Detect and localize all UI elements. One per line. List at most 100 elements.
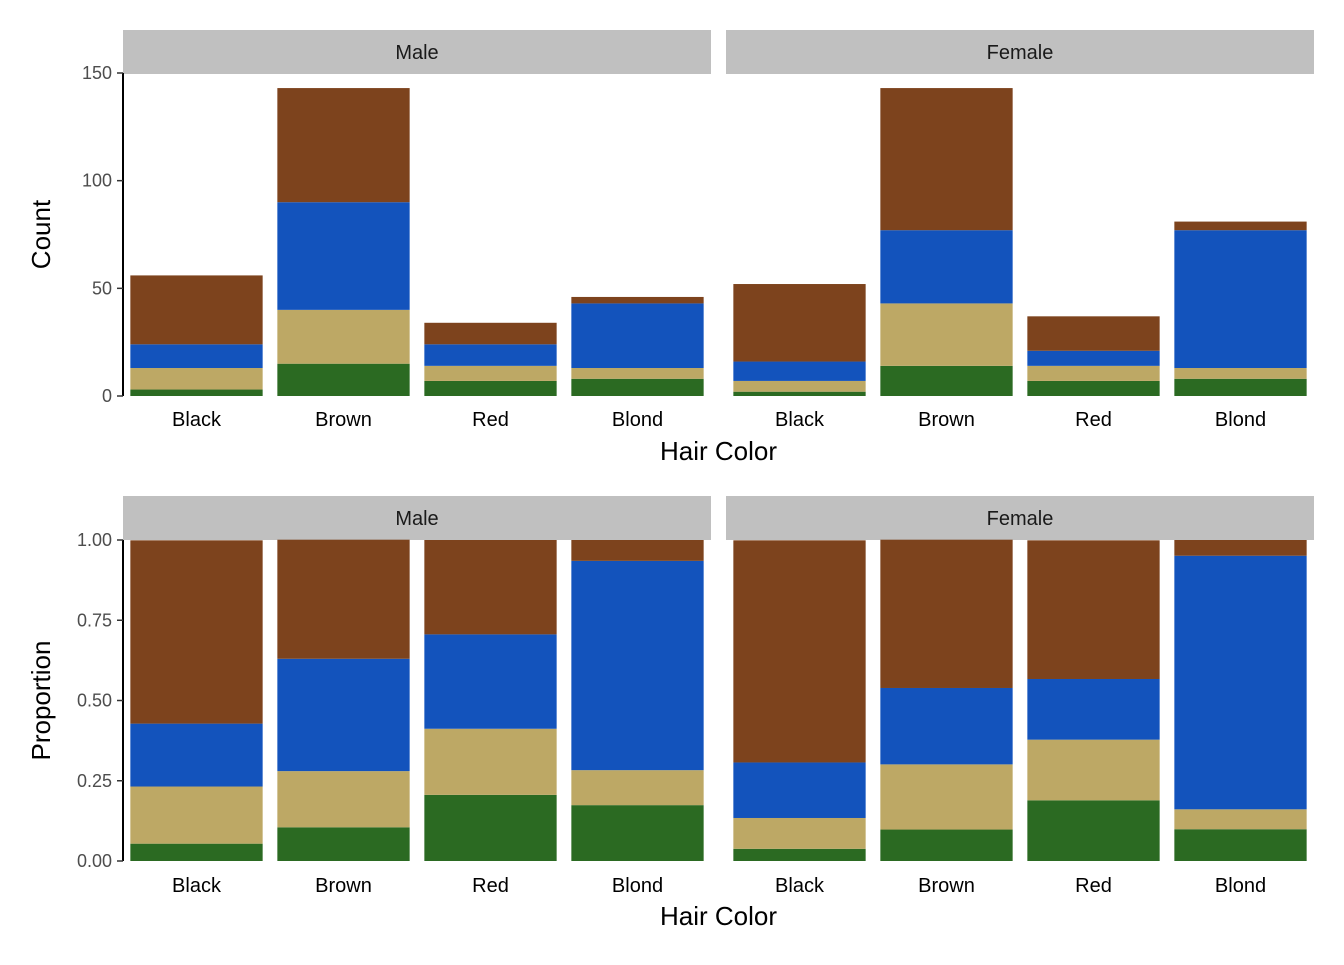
bar-black-green [733, 848, 866, 861]
bar-red-blue [1027, 350, 1160, 366]
bar-blond-green [571, 378, 704, 396]
bar-red-green [1027, 380, 1160, 396]
bar-blond-blue [571, 303, 704, 369]
x-tick-label: Blond [1215, 409, 1266, 431]
bar-brown-green [880, 829, 1013, 861]
x-axis-title: Hair Color [660, 901, 777, 931]
bar-black-brown [733, 540, 866, 763]
bar-black-hazel [130, 368, 263, 390]
bar-blond-green [571, 805, 704, 861]
bar-black-blue [733, 762, 866, 818]
facet-strip [123, 30, 711, 74]
bar-black-brown [733, 284, 866, 362]
bar-blond-blue [1174, 230, 1307, 369]
x-tick-label: Black [172, 875, 222, 897]
bar-brown-green [277, 827, 410, 861]
y-tick-label: 0.25 [77, 771, 112, 791]
x-tick-label: Blond [612, 875, 663, 897]
bar-brown-hazel [880, 764, 1013, 830]
x-tick-label: Brown [315, 409, 372, 431]
y-tick-label: 0.00 [77, 851, 112, 871]
bar-red-hazel [1027, 739, 1160, 801]
bar-brown-green [880, 365, 1013, 396]
bar-blond-brown [1174, 221, 1307, 231]
facet-panel-female: Female Black Brown Red Blond [726, 30, 1314, 431]
bar-black-blue [733, 361, 866, 381]
chart-proportion: Male Black Brown Red Blond Female Black Brown Re… [26, 496, 1314, 931]
bar-brown-brown [277, 88, 410, 203]
x-tick-label: Brown [315, 875, 372, 897]
bar-black-hazel [733, 380, 866, 392]
x-tick-label: Black [172, 409, 222, 431]
bar-brown-blue [277, 658, 410, 772]
bar-blond-brown [571, 540, 704, 561]
bar-black-hazel [733, 817, 866, 849]
bar-blond-blue [1174, 555, 1307, 810]
facet-strip-label: Male [395, 42, 438, 64]
bar-red-brown [1027, 540, 1160, 679]
x-tick-label: Red [1075, 875, 1112, 897]
bar-blond-green [1174, 378, 1307, 396]
facet-strip [726, 496, 1314, 540]
bar-blond-hazel [1174, 809, 1307, 830]
bar-red-hazel [424, 365, 557, 381]
x-tick-label: Black [775, 875, 825, 897]
y-tick-label: 50 [92, 278, 112, 298]
bar-red-green [424, 794, 557, 861]
facet-panel-female: Female Black Brown Red Blond [726, 496, 1314, 897]
bar-brown-blue [277, 202, 410, 310]
bar-blond-green [1174, 829, 1307, 861]
facet-strip-label: Female [987, 508, 1054, 530]
bar-red-brown [424, 322, 557, 345]
y-tick-label: 0 [102, 386, 112, 406]
bar-black-blue [130, 344, 263, 369]
bar-red-blue [1027, 678, 1160, 740]
bar-blond-brown [1174, 540, 1307, 556]
bar-blond-brown [571, 296, 704, 304]
y-tick-label: 100 [82, 171, 112, 191]
facet-strip [726, 30, 1314, 74]
bar-black-green [130, 389, 263, 396]
facet-strip-label: Male [395, 508, 438, 530]
x-tick-label: Red [472, 409, 509, 431]
bar-black-hazel [130, 786, 263, 844]
facet-panel-male: Male Black Brown Red Blond [123, 496, 711, 897]
y-tick-label: 1.00 [77, 530, 112, 550]
bar-red-brown [1027, 316, 1160, 351]
bar-red-blue [424, 634, 557, 729]
bar-brown-blue [880, 230, 1013, 304]
bar-brown-hazel [277, 771, 410, 828]
bar-black-brown [130, 540, 263, 724]
x-tick-label: Red [1075, 409, 1112, 431]
x-tick-label: Brown [918, 409, 975, 431]
facet-panel-male: Male Black Brown Red Blond [123, 30, 711, 431]
bar-blond-hazel [571, 368, 704, 379]
bar-brown-brown [277, 539, 410, 659]
y-axis-title: Proportion [26, 641, 56, 761]
bar-black-green [733, 391, 866, 396]
bar-brown-green [277, 363, 410, 396]
facet-strip [123, 496, 711, 540]
chart-count: Male Black Brown Red Blond Female Black Brown Re… [26, 30, 1314, 466]
y-axis-title: Count [26, 199, 56, 269]
y-tick-label: 0.50 [77, 691, 112, 711]
bar-blond-hazel [571, 770, 704, 806]
x-tick-label: Brown [918, 875, 975, 897]
bar-blond-hazel [1174, 368, 1307, 379]
bar-brown-brown [880, 88, 1013, 231]
bar-brown-hazel [880, 303, 1013, 366]
bar-black-green [130, 843, 263, 861]
x-axis-title: Hair Color [660, 436, 777, 466]
x-tick-label: Black [775, 409, 825, 431]
bar-brown-hazel [277, 309, 410, 364]
facet-strip-label: Female [987, 42, 1054, 64]
x-tick-label: Blond [1215, 875, 1266, 897]
bar-red-green [1027, 800, 1160, 861]
bar-red-brown [424, 540, 557, 635]
bar-brown-brown [880, 539, 1013, 688]
y-tick-label: 150 [82, 63, 112, 83]
x-tick-label: Blond [612, 409, 663, 431]
bar-red-hazel [424, 728, 557, 795]
x-tick-label: Red [472, 875, 509, 897]
